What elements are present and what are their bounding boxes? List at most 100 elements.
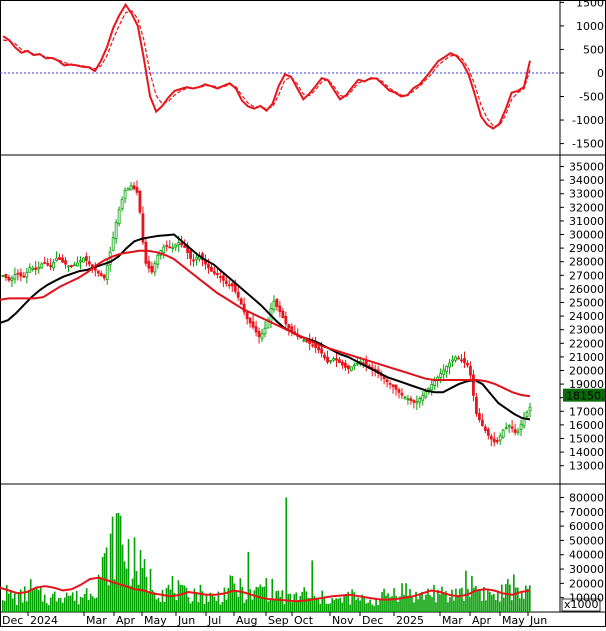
price-tick-label: 14000 [569,446,604,459]
volume-bar [435,602,437,612]
volume-bar [279,596,282,612]
candle-body [114,222,118,240]
candle-body [25,271,29,278]
volume-bar [61,602,64,612]
candle-body [31,267,35,270]
volume-bar [465,570,467,612]
x-tick-label: Dec [2,614,23,627]
volume-bar [53,591,56,612]
candle-body [516,430,520,434]
volume-bar [415,591,417,612]
volume-bar [473,587,475,612]
volume-bar [469,596,471,612]
candle-body [332,358,335,361]
candle-body [311,344,315,347]
candle-body [305,340,309,343]
candle-body [1,274,5,277]
candle-body [349,366,353,371]
candle-body [84,256,88,261]
volume-bar [407,595,409,612]
volume-bar [337,598,339,612]
volume-bar [417,599,419,612]
volume-bar [429,595,431,612]
volume-bar [427,588,429,612]
volume-bar [423,599,425,612]
volume-bar [231,575,234,612]
candle-body [421,394,425,401]
volume-bar [139,550,142,612]
volume-bar [409,588,411,612]
candle-body [102,274,106,279]
volume-bar [161,589,164,612]
volume-bar [159,602,162,612]
volume-bar [7,593,10,612]
x-tick-label: May [144,614,167,627]
volume-bar [519,598,521,612]
volume-bar [425,594,427,612]
x-tick-label: Oct [294,614,314,627]
volume-bar [377,604,379,612]
candle-body [174,244,178,248]
volume-bar [89,593,92,612]
volume-bar [485,600,487,612]
volume-bar [23,586,26,612]
volume-bar [327,603,329,612]
volume-bar [191,601,194,612]
price-tick-label: 30000 [569,229,604,242]
candle-body [385,379,389,383]
candle-body [323,354,326,359]
volume-bar [277,590,280,612]
candle-body [495,439,499,443]
price-tick-label: 24000 [569,310,604,323]
volume-bar [87,599,90,612]
volume-bar [335,598,337,612]
volume-bar [525,585,527,612]
candle-body [10,277,14,281]
oscillator-tick-label: -500 [579,91,604,104]
volume-bar [149,568,152,612]
candle-body [507,424,511,428]
volume-bar [375,598,377,612]
price-tick-label: 23000 [569,324,604,337]
volume-bar [471,575,473,612]
volume-bar [135,571,138,612]
volume-bar [31,589,34,612]
candle-body [132,185,136,190]
price-tick-label: 15000 [569,432,604,445]
volume-bar [15,605,18,612]
volume-bar [307,597,310,612]
volume-bar [421,591,423,612]
volume-tick-label: 70000 [569,506,604,519]
ma-long-line [0,249,531,398]
candle-body [451,359,454,362]
volume-bar [199,584,202,612]
volume-bar [273,598,276,612]
candle-body [463,358,466,364]
price-tick-label: 13000 [569,460,604,473]
x-tick-label: Sep [268,614,289,627]
candle-body [501,429,505,438]
candle-body [257,331,261,338]
price-tick-label: 33000 [569,188,604,201]
candle-body [338,359,341,363]
volume-bar [441,586,443,612]
volume-bar [187,597,190,612]
volume-bar [71,592,74,612]
price-tick-label: 19000 [569,378,604,391]
candle-body [81,257,85,263]
volume-bar [2,600,4,612]
volume-bar [27,589,30,612]
volume-bar [527,588,529,612]
candle-body [281,310,285,319]
volume-tick-label: 10000 [569,592,604,605]
volume-bar [77,604,80,612]
volume-bar [175,600,178,612]
volume-bar [313,595,316,612]
volume-bar [143,559,146,612]
candle-body [412,400,416,403]
price-tick-label: 21000 [569,351,604,364]
last-price-badge [563,388,605,402]
volume-bar [63,597,66,612]
volume-bar [245,599,248,612]
volume-bar [83,593,86,612]
